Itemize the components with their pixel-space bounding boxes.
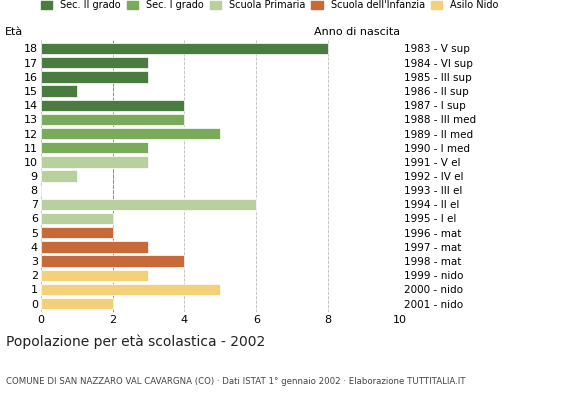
Bar — [41, 270, 148, 281]
Bar — [41, 255, 184, 267]
Bar — [41, 114, 184, 125]
Bar — [41, 100, 184, 111]
Bar — [41, 43, 328, 54]
Text: Anno di nascita: Anno di nascita — [314, 27, 400, 37]
Bar — [41, 142, 148, 153]
Bar — [41, 298, 113, 309]
Text: Età: Età — [5, 27, 23, 37]
Bar — [41, 156, 148, 168]
Bar — [41, 128, 220, 139]
Text: Popolazione per età scolastica - 2002: Popolazione per età scolastica - 2002 — [6, 334, 265, 349]
Bar — [41, 284, 220, 295]
Bar — [41, 71, 148, 82]
Bar — [41, 170, 77, 182]
Bar — [41, 57, 148, 68]
Text: COMUNE DI SAN NAZZARO VAL CAVARGNA (CO) · Dati ISTAT 1° gennaio 2002 · Elaborazi: COMUNE DI SAN NAZZARO VAL CAVARGNA (CO) … — [6, 377, 465, 386]
Bar — [41, 241, 148, 252]
Bar — [41, 227, 113, 238]
Legend: Sec. II grado, Sec. I grado, Scuola Primaria, Scuola dell'Infanzia, Asilo Nido: Sec. II grado, Sec. I grado, Scuola Prim… — [41, 0, 498, 10]
Bar — [41, 85, 77, 97]
Bar — [41, 213, 113, 224]
Bar — [41, 199, 256, 210]
